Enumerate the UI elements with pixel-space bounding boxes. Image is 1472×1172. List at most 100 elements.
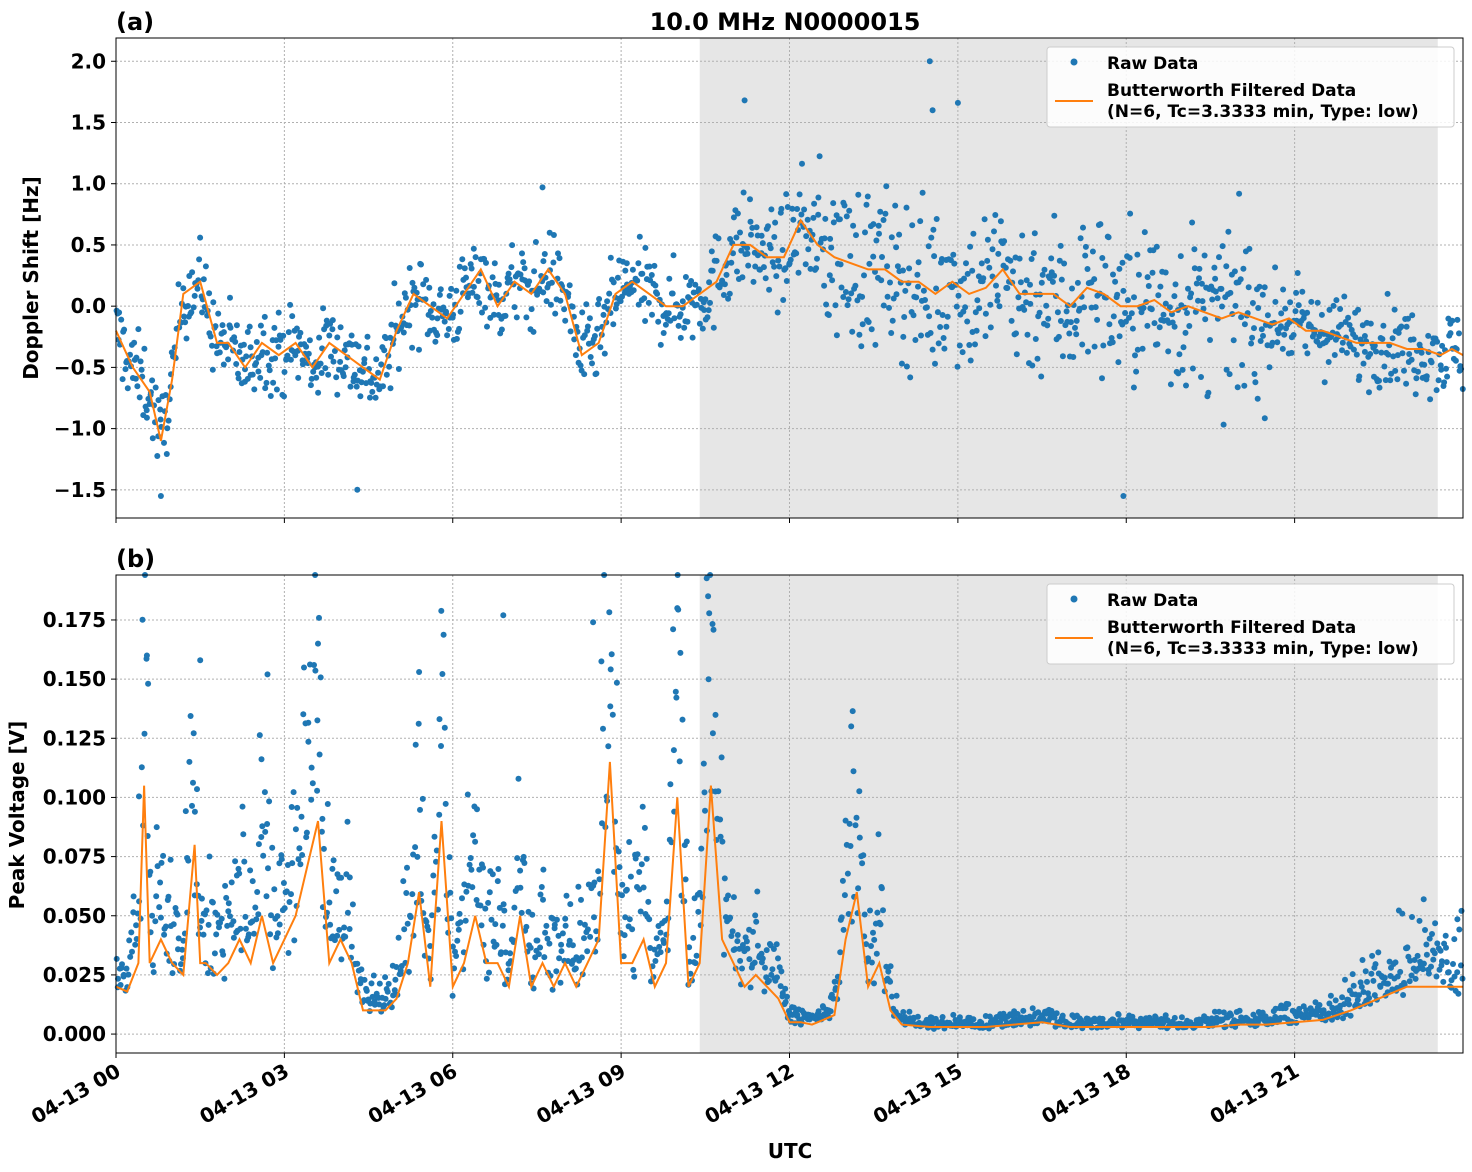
panel-b-raw-point <box>1385 980 1391 987</box>
panel-a-raw-point <box>358 379 365 386</box>
panel-a-raw-point <box>199 309 206 316</box>
panel-a-raw-point <box>1257 338 1264 344</box>
panel-b-raw-point <box>440 631 447 638</box>
panel-a-raw-point <box>1013 351 1020 358</box>
panel-a-raw-point <box>1403 380 1410 387</box>
panel-b-raw-point <box>540 866 547 873</box>
panel-a-raw-point <box>190 304 197 311</box>
panel-b-raw-point <box>620 953 627 960</box>
panel-a-raw-point <box>303 343 310 350</box>
panel-a-raw-point <box>645 299 652 306</box>
panel-a-raw-point <box>1456 330 1462 337</box>
panel-a-raw-point <box>552 310 559 317</box>
panel-a-raw-point <box>131 339 138 346</box>
panel-a-raw-point <box>1304 350 1311 357</box>
panel-b-raw-point <box>717 816 724 823</box>
panel-b-raw-point <box>354 960 361 967</box>
panel-b-raw-point <box>769 966 776 973</box>
panel-b-raw-point <box>405 968 412 975</box>
panel-b-raw-point <box>873 950 880 957</box>
panel-b-raw-point <box>186 758 193 765</box>
panel-a-y-axis: 2.0 1.5 1.0 0.5 0.0 −0.5 −1.0 −1.5 <box>54 49 116 502</box>
panel-b-raw-point <box>160 852 167 859</box>
panel-a-raw-point <box>704 314 711 321</box>
panel-b-raw-point <box>324 801 331 807</box>
panel-a-raw-point <box>903 363 910 370</box>
panel-a-raw-point <box>420 281 427 288</box>
panel-a-raw-point <box>699 325 706 332</box>
panel-a-raw-point <box>532 239 539 245</box>
panel-a-raw-point <box>1398 323 1405 330</box>
panel-a-raw-point <box>135 326 142 333</box>
panel-b-raw-point <box>627 873 634 880</box>
panel-a-raw-point <box>614 274 621 281</box>
panel-b-raw-point <box>488 916 495 923</box>
panel-b-raw-point <box>447 889 454 896</box>
panel-b-raw-point <box>619 881 626 888</box>
panel-b-raw-point <box>211 950 218 957</box>
panel-a-raw-point <box>1246 245 1253 252</box>
panel-a-raw-point <box>1444 373 1451 380</box>
panel-a-raw-point <box>162 392 169 398</box>
panel-a-raw-point <box>1343 349 1350 356</box>
panel-b-raw-point <box>591 914 597 921</box>
panel-a-raw-point <box>804 216 811 223</box>
panel-a-raw-point <box>1112 278 1119 285</box>
panel-a-raw-point <box>423 276 430 283</box>
panel-a-raw-point <box>443 308 449 315</box>
panel-b-raw-point <box>581 935 587 942</box>
panel-a-raw-point <box>1295 302 1302 309</box>
panel-b-raw-point <box>180 937 187 944</box>
panel-a-raw-point <box>1073 317 1080 324</box>
panel-a-raw-point <box>329 326 336 333</box>
panel-b-raw-point <box>827 1008 834 1015</box>
x-tick-label: 04-13 15 <box>869 1059 967 1129</box>
panel-b-raw-point <box>558 941 565 948</box>
panel-b-raw-point <box>417 806 423 813</box>
panel-a-raw-point <box>1089 248 1096 255</box>
panel-a-raw-point <box>681 324 688 331</box>
panel-b-raw-point <box>842 817 849 824</box>
panel-a-raw-point <box>1054 309 1061 316</box>
panel-a-raw-point <box>531 268 538 275</box>
panel-a-raw-point <box>333 374 340 381</box>
panel-b-raw-point <box>709 730 716 737</box>
panel-a-raw-point <box>993 282 999 289</box>
panel-a-raw-point <box>562 317 569 324</box>
panel-a-raw-point <box>1239 362 1246 368</box>
panel-a-raw-point <box>987 324 994 331</box>
panel-a-raw-point <box>642 318 649 324</box>
panel-a-raw-point <box>165 417 172 424</box>
panel-b-raw-point <box>615 848 622 855</box>
panel-b-raw-point <box>264 821 271 827</box>
panel-a-raw-point <box>1074 279 1081 286</box>
panel-a-raw-point <box>888 234 895 241</box>
panel-a-raw-point <box>799 160 805 167</box>
panel-a-raw-point <box>1345 314 1352 321</box>
panel-a-raw-point <box>305 350 312 357</box>
panel-a-raw-point <box>273 337 280 344</box>
panel-b-raw-point <box>690 934 697 941</box>
panel-a-raw-point <box>1234 384 1241 391</box>
panel-b-raw-point <box>261 789 268 796</box>
panel-b-raw-point <box>294 804 301 811</box>
panel-a-raw-point <box>662 321 669 328</box>
panel-a-raw-point <box>196 256 203 263</box>
panel-b-raw-point <box>1375 949 1382 956</box>
panel-a-raw-point <box>1116 333 1123 340</box>
panel-a-raw-point <box>235 370 241 377</box>
panel-a-raw-point <box>933 216 940 222</box>
panel-a-raw-point <box>855 191 862 198</box>
panel-a-raw-point <box>1356 373 1363 380</box>
panel-b-raw-point <box>342 933 349 940</box>
panel-b-raw-point <box>855 885 862 892</box>
panel-a-raw-point <box>671 315 678 322</box>
panel-b-raw-point <box>623 886 630 893</box>
panel-a-raw-point <box>1038 373 1045 380</box>
panel-a-raw-point <box>202 263 209 270</box>
panel-a-raw-point <box>655 318 662 325</box>
panel-a-raw-point <box>1008 317 1015 324</box>
panel-b-raw-point <box>416 669 423 675</box>
panel-b-raw-point <box>622 914 629 921</box>
panel-b-raw-point <box>1411 957 1418 963</box>
